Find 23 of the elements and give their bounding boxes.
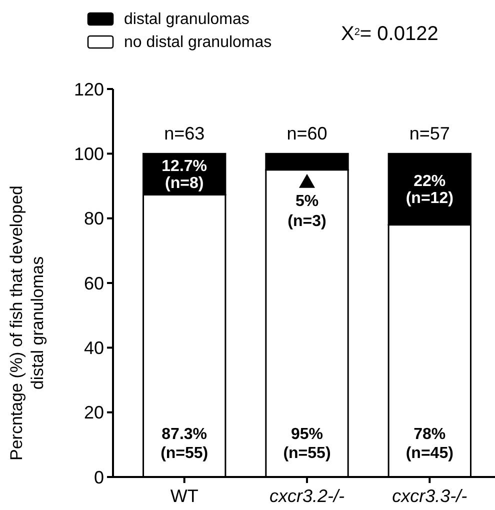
data-label: 95% (n=55) <box>283 426 331 462</box>
y-tick-label: 60 <box>84 273 104 294</box>
data-label: 87.3% (n=55) <box>160 426 208 462</box>
annotation: n=57 <box>409 124 450 144</box>
y-axis-title: Percntage (%) of fish that developed distal granulomas <box>7 186 47 460</box>
y-tick-label: 80 <box>84 208 104 229</box>
data-label: 22% (n=12) <box>406 173 454 208</box>
y-tick-label: 100 <box>74 144 104 164</box>
data-label: 12.7% (n=8) <box>162 158 208 192</box>
x-tick-label: WT <box>170 486 198 506</box>
legend-label: no distal granulomas <box>124 34 272 51</box>
x-tick-label: cxcr3.2-/- <box>269 486 345 506</box>
annotation: n=63 <box>164 124 205 144</box>
annotation: n=60 <box>286 124 328 144</box>
y-tick-label: 20 <box>84 402 104 423</box>
text: X$^{2}$= 0.0122 <box>341 23 438 45</box>
y-tick-label: 40 <box>84 338 104 358</box>
data-label: 5% (n=3) <box>288 192 326 230</box>
y-tick-label: 0 <box>94 467 104 488</box>
y-tick-label: 120 <box>74 79 104 100</box>
x-tick-label: cxcr3.3-/- <box>392 486 468 506</box>
data-label: 78% (n=45) <box>406 426 454 462</box>
legend-label: distal granulomas <box>124 11 250 28</box>
